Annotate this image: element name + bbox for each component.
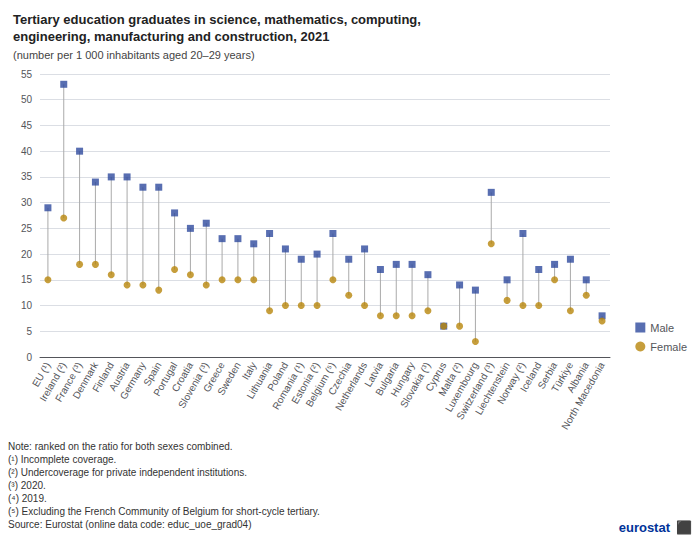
svg-text:Türkiye: Türkiye bbox=[549, 360, 576, 395]
svg-text:30: 30 bbox=[21, 197, 33, 208]
svg-text:Italy: Italy bbox=[239, 360, 259, 382]
svg-text:50: 50 bbox=[21, 94, 33, 105]
svg-text:Serbia: Serbia bbox=[535, 360, 560, 391]
svg-text:Iceland: Iceland bbox=[517, 360, 544, 394]
svg-text:Denmark: Denmark bbox=[70, 360, 101, 401]
svg-text:Croatia: Croatia bbox=[169, 360, 196, 394]
svg-text:Czechia: Czechia bbox=[325, 360, 354, 397]
svg-text:Netherlands: Netherlands bbox=[333, 360, 369, 412]
svg-text:Norway (²): Norway (²) bbox=[494, 360, 528, 407]
svg-text:(number per 1 000 inhabitants: (number per 1 000 inhabitants aged 20–29… bbox=[13, 49, 255, 61]
svg-text:(⁴) 2019.: (⁴) 2019. bbox=[8, 493, 47, 504]
svg-text:Austria: Austria bbox=[106, 360, 132, 393]
svg-text:Luxembourg: Luxembourg bbox=[442, 360, 481, 414]
svg-text:Albania: Albania bbox=[564, 360, 591, 395]
svg-text:⬛: ⬛ bbox=[676, 520, 692, 535]
svg-text:Female: Female bbox=[650, 341, 687, 353]
svg-text:Switzerland (³): Switzerland (³) bbox=[454, 360, 496, 422]
svg-text:Poland: Poland bbox=[265, 360, 291, 393]
svg-text:Latvia: Latvia bbox=[362, 360, 386, 389]
svg-text:Liechtenstein: Liechtenstein bbox=[472, 360, 512, 417]
svg-text:40: 40 bbox=[21, 146, 33, 157]
svg-text:(³) 2020.: (³) 2020. bbox=[8, 480, 46, 491]
svg-text:Portugal: Portugal bbox=[151, 360, 180, 398]
svg-text:Note: ranked on the ratio for: Note: ranked on the ratio for both sexes… bbox=[8, 441, 233, 452]
svg-text:35: 35 bbox=[21, 171, 33, 182]
svg-text:Male: Male bbox=[650, 322, 674, 334]
svg-text:Lithuania: Lithuania bbox=[244, 360, 275, 401]
svg-text:(⁵) Excluding the French Commu: (⁵) Excluding the French Community of Be… bbox=[8, 506, 320, 517]
svg-text:Cyprus: Cyprus bbox=[423, 360, 449, 394]
svg-text:Hungary: Hungary bbox=[388, 360, 417, 399]
svg-text:Finland: Finland bbox=[90, 360, 116, 395]
svg-text:0: 0 bbox=[26, 352, 32, 363]
svg-text:Slovakia (³): Slovakia (³) bbox=[397, 360, 433, 410]
svg-text:5: 5 bbox=[26, 326, 32, 337]
svg-text:Belgium (⁵): Belgium (⁵) bbox=[303, 360, 338, 409]
svg-text:Romania (¹): Romania (¹) bbox=[270, 360, 306, 412]
svg-text:15: 15 bbox=[21, 274, 33, 285]
svg-text:Tertiary education graduates i: Tertiary education graduates in science,… bbox=[13, 12, 421, 27]
svg-text:20: 20 bbox=[21, 249, 33, 260]
svg-text:(¹) Incomplete coverage.: (¹) Incomplete coverage. bbox=[8, 454, 116, 465]
svg-text:Source: Eurostat (online data: Source: Eurostat (online data code: educ… bbox=[8, 519, 252, 530]
svg-text:Slovenia (³): Slovenia (³) bbox=[176, 360, 211, 410]
svg-text:Greece: Greece bbox=[200, 360, 227, 395]
svg-text:Ireland (²): Ireland (²) bbox=[37, 360, 69, 404]
svg-text:Bulgaria: Bulgaria bbox=[373, 360, 401, 398]
svg-text:EU (¹): EU (¹) bbox=[29, 360, 53, 389]
svg-text:45: 45 bbox=[21, 120, 33, 131]
svg-text:eurostat: eurostat bbox=[619, 520, 671, 535]
svg-text:engineering, manufacturing and: engineering, manufacturing and construct… bbox=[13, 29, 329, 44]
svg-text:North Macedonia: North Macedonia bbox=[559, 360, 607, 432]
svg-text:Spain: Spain bbox=[141, 360, 164, 388]
svg-text:Germany: Germany bbox=[117, 360, 148, 402]
svg-text:France (³): France (³) bbox=[52, 360, 85, 404]
svg-text:55: 55 bbox=[21, 69, 33, 80]
svg-text:25: 25 bbox=[21, 223, 33, 234]
svg-text:Estonia (²): Estonia (²) bbox=[289, 360, 322, 406]
svg-text:10: 10 bbox=[21, 300, 33, 311]
svg-text:(²) Undercoverage for private: (²) Undercoverage for private independen… bbox=[8, 467, 247, 478]
svg-text:Sweden: Sweden bbox=[215, 360, 243, 397]
svg-text:Malta (²): Malta (²) bbox=[436, 360, 465, 398]
